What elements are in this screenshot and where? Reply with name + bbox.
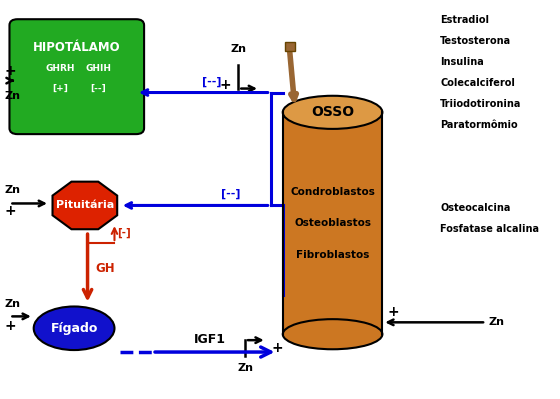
Text: HIPOTÁLAMO: HIPOTÁLAMO	[33, 41, 120, 54]
Text: Zn: Zn	[237, 363, 253, 373]
Text: Paratormômio: Paratormômio	[440, 120, 518, 130]
Text: [--]: [--]	[202, 76, 221, 87]
Text: GHRH: GHRH	[46, 64, 76, 73]
Text: Fosfatase alcalina: Fosfatase alcalina	[440, 224, 539, 234]
Ellipse shape	[34, 306, 114, 350]
Text: Condroblastos: Condroblastos	[290, 187, 375, 197]
Text: +: +	[4, 319, 16, 333]
Ellipse shape	[283, 96, 382, 129]
Ellipse shape	[283, 319, 382, 349]
Text: [--]: [--]	[91, 84, 106, 93]
Text: Fígado: Fígado	[50, 322, 98, 335]
Text: GHIH: GHIH	[85, 64, 111, 73]
Text: GH: GH	[96, 262, 115, 275]
Text: [+]: [+]	[53, 84, 68, 93]
Bar	[285, 42, 295, 51]
Text: Osteoblastos: Osteoblastos	[294, 218, 371, 228]
Text: +: +	[4, 204, 16, 218]
Text: Zn: Zn	[4, 300, 20, 310]
Text: Zn: Zn	[489, 317, 505, 327]
Text: [--]: [--]	[221, 189, 240, 200]
Text: Zn: Zn	[230, 44, 246, 54]
Text: +: +	[272, 341, 283, 355]
Text: +: +	[388, 305, 399, 320]
Text: +: +	[4, 64, 16, 78]
Text: Colecalciferol: Colecalciferol	[440, 78, 515, 88]
Text: Fibroblastos: Fibroblastos	[296, 250, 369, 260]
Text: Insulina: Insulina	[440, 57, 484, 67]
Text: +: +	[219, 77, 231, 92]
Text: Testosterona: Testosterona	[440, 36, 511, 46]
Text: Osteocalcina: Osteocalcina	[440, 203, 511, 213]
Text: Zn: Zn	[4, 185, 20, 195]
Bar	[283, 113, 382, 334]
Text: Triiodotironina: Triiodotironina	[440, 99, 522, 109]
Text: Pituitária: Pituitária	[56, 200, 114, 210]
Text: OSSO: OSSO	[311, 105, 354, 119]
Text: Zn: Zn	[4, 91, 20, 101]
Text: [-]: [-]	[117, 228, 131, 238]
Polygon shape	[53, 182, 117, 229]
Text: IGF1: IGF1	[193, 333, 225, 346]
FancyBboxPatch shape	[10, 19, 144, 134]
Text: Estradiol: Estradiol	[440, 15, 489, 25]
